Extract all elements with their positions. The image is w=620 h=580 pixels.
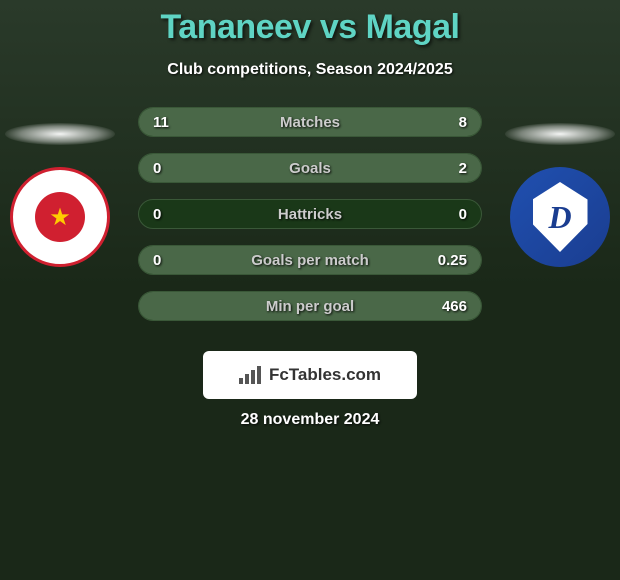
stat-value-right: 8 <box>459 114 467 131</box>
stat-value-right: 2 <box>459 160 467 177</box>
chart-icon <box>239 366 263 384</box>
stat-label: Min per goal <box>266 298 354 315</box>
stat-label: Matches <box>280 114 340 131</box>
team-left-logo <box>10 167 110 267</box>
team-right-shadow <box>505 123 615 145</box>
stat-value-left: 0 <box>153 252 161 269</box>
stat-bar-hattricks: 0 Hattricks 0 <box>138 199 482 229</box>
team-left-shadow <box>5 123 115 145</box>
date-label: 28 november 2024 <box>0 411 620 429</box>
stat-label: Goals <box>289 160 331 177</box>
branding-text: FcTables.com <box>269 365 381 385</box>
infographic-container: Tananeev vs Magal Club competitions, Sea… <box>0 0 620 580</box>
stat-bars-group: 11 Matches 8 0 Goals 2 0 Hattricks 0 <box>138 107 482 337</box>
team-right-logo <box>510 167 610 267</box>
branding-badge: FcTables.com <box>203 351 417 399</box>
stat-label: Hattricks <box>278 206 342 223</box>
stat-value-left: 0 <box>153 206 161 223</box>
stat-value-right: 466 <box>442 298 467 315</box>
stat-bar-goals: 0 Goals 2 <box>138 153 482 183</box>
stat-bar-matches: 11 Matches 8 <box>138 107 482 137</box>
stat-value-right: 0.25 <box>438 252 467 269</box>
stat-label: Goals per match <box>251 252 369 269</box>
stat-value-left: 11 <box>153 114 169 131</box>
stat-bar-min-per-goal: Min per goal 466 <box>138 291 482 321</box>
page-subtitle: Club competitions, Season 2024/2025 <box>0 61 620 79</box>
page-title: Tananeev vs Magal <box>0 0 620 47</box>
comparison-section: 11 Matches 8 0 Goals 2 0 Hattricks 0 <box>0 107 620 357</box>
stat-bar-goals-per-match: 0 Goals per match 0.25 <box>138 245 482 275</box>
stat-value-right: 0 <box>459 206 467 223</box>
stat-value-left: 0 <box>153 160 161 177</box>
